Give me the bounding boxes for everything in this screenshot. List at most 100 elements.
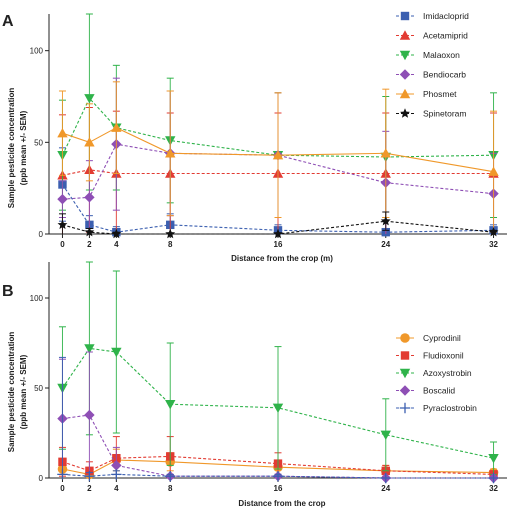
legend-item-pyraclostrobin: Pyraclostrobin <box>396 402 477 414</box>
x-tick-label: 32 <box>489 484 498 493</box>
x-tick-label: 32 <box>489 240 498 249</box>
x-tick-label: 2 <box>87 484 92 493</box>
panel-a-ylabel-line2: (ppb mean +/- SEM) <box>19 110 28 185</box>
panel-a-label: A <box>2 13 14 30</box>
x-tick-label: 4 <box>114 484 119 493</box>
data-point <box>84 409 95 421</box>
y-tick-label: 50 <box>34 138 43 147</box>
y-tick-label: 100 <box>30 47 44 56</box>
legend-item-azoxystrobin: Azoxystrobin <box>396 368 472 379</box>
data-point <box>84 137 95 147</box>
legend-label: Spinetoram <box>423 109 466 119</box>
data-point <box>165 471 176 482</box>
data-point <box>380 148 391 158</box>
legend-marker <box>399 88 411 99</box>
panel-a-ylabel-line1: Sample pesticide concentration <box>7 88 16 209</box>
x-tick-label: 2 <box>87 240 92 249</box>
panel-a-xlabel: Distance from the crop (m) <box>231 254 333 263</box>
legend-label: Cyprodinil <box>423 333 461 343</box>
data-point <box>84 192 95 203</box>
legend-item-imidacloprid: Imidacloprid <box>396 11 469 21</box>
legend-item-malaoxon: Malaoxon <box>396 50 460 61</box>
legend-marker <box>399 50 411 61</box>
x-tick-label: 16 <box>274 240 283 249</box>
legend-marker <box>399 368 411 379</box>
data-point <box>488 472 499 484</box>
y-tick-label: 50 <box>34 384 43 393</box>
data-point <box>84 471 95 482</box>
x-tick-label: 0 <box>60 240 65 249</box>
panel-b-xlabel: Distance from the crop <box>238 499 325 508</box>
data-point <box>84 344 95 354</box>
legend-marker <box>399 385 411 396</box>
data-point <box>57 219 68 230</box>
series-spinetoram <box>57 211 499 239</box>
x-tick-label: 24 <box>381 240 390 249</box>
data-point <box>111 347 122 358</box>
legend-item-bendiocarb: Bendiocarb <box>396 69 466 80</box>
panel-b-ylabel-line1: Sample pesticide concentration <box>7 332 16 453</box>
data-point <box>111 228 122 239</box>
legend-item-acetamiprid: Acetamiprid <box>396 30 468 41</box>
series-azoxystrobin <box>57 261 499 475</box>
y-tick-label: 100 <box>30 294 44 303</box>
data-point <box>57 469 68 480</box>
data-point <box>272 471 284 482</box>
x-tick-label: 16 <box>274 484 283 493</box>
legend-marker <box>400 11 410 21</box>
legend-marker <box>399 30 411 40</box>
legend-label: Acetamiprid <box>423 31 468 41</box>
legend-label: Pyraclostrobin <box>423 403 477 413</box>
legend-label: Phosmet <box>423 89 457 99</box>
data-point <box>84 94 95 104</box>
legend-label: Fludioxonil <box>423 351 464 361</box>
data-point <box>111 460 122 471</box>
data-point <box>111 122 122 132</box>
x-tick-label: 0 <box>60 484 65 493</box>
legend-item-boscalid: Boscalid <box>396 385 455 396</box>
legend-label: Bendiocarb <box>423 70 466 80</box>
panel-b-ylabel-line2: (ppb mean +/- SEM) <box>19 354 28 429</box>
data-point <box>57 193 68 205</box>
legend-label: Malaoxon <box>423 50 460 60</box>
legend-marker <box>399 402 411 414</box>
legend-item-fludioxonil: Fludioxonil <box>396 351 464 361</box>
legend-item-phosmet: Phosmet <box>396 88 457 99</box>
x-tick-label: 4 <box>114 240 119 249</box>
data-point <box>380 215 391 226</box>
data-point <box>165 400 176 410</box>
y-tick-label: 0 <box>39 474 44 483</box>
data-point <box>488 454 499 464</box>
legend-label: Imidacloprid <box>423 11 469 21</box>
legend-label: Boscalid <box>423 386 455 396</box>
data-point <box>272 403 284 413</box>
data-point <box>84 226 95 237</box>
legend-item-spinetoram: Spinetoram <box>396 108 466 119</box>
data-point <box>488 166 499 176</box>
y-tick-label: 0 <box>39 230 44 239</box>
legend-marker <box>400 351 410 360</box>
series-phosmet <box>57 81 499 233</box>
data-point <box>165 148 176 158</box>
data-point <box>272 149 284 160</box>
data-point <box>111 469 122 480</box>
data-point <box>488 226 499 237</box>
data-point <box>380 430 391 440</box>
legend-marker <box>400 333 410 343</box>
legend-item-cyprodinil: Cyprodinil <box>396 333 461 343</box>
legend-marker <box>399 69 411 80</box>
data-point <box>380 472 391 484</box>
legend-label: Azoxystrobin <box>423 368 472 378</box>
x-tick-label: 24 <box>381 484 390 493</box>
series-pyraclostrobin <box>57 356 499 484</box>
panel-b-label: B <box>2 283 14 300</box>
data-point <box>165 228 176 239</box>
x-tick-label: 8 <box>168 484 173 493</box>
data-point <box>57 127 68 138</box>
data-point <box>273 228 283 239</box>
x-tick-label: 8 <box>168 240 173 249</box>
legend-marker <box>400 108 410 118</box>
